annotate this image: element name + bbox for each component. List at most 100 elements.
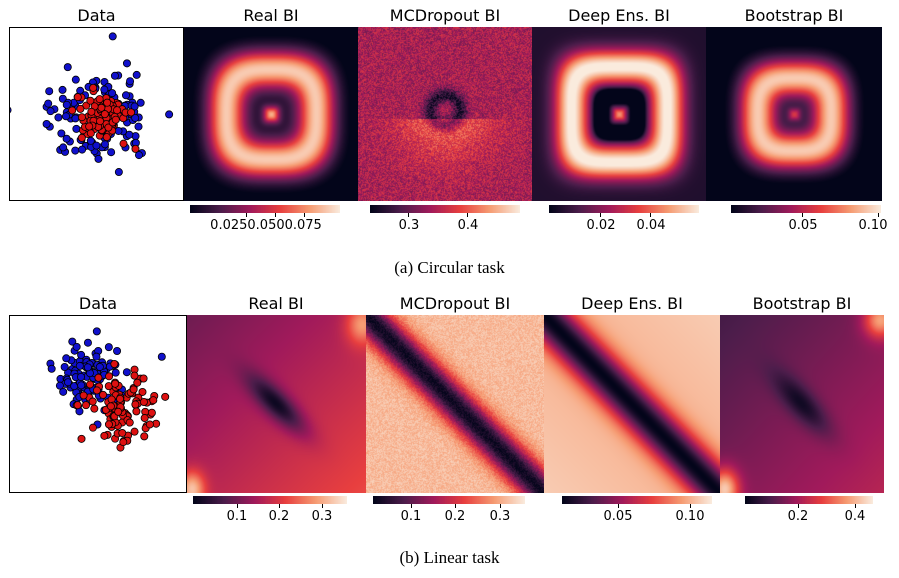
scatter-point bbox=[71, 114, 80, 123]
row-b-colorbar-real bbox=[193, 496, 347, 504]
scatter-point bbox=[92, 386, 101, 395]
scatter-point bbox=[62, 112, 71, 121]
row-b-scatter-plot bbox=[9, 315, 187, 493]
scatter-point bbox=[121, 91, 130, 100]
scatter-point bbox=[100, 140, 109, 149]
scatter-point bbox=[134, 151, 143, 160]
scatter-point bbox=[105, 372, 114, 381]
scatter-point bbox=[46, 107, 55, 116]
scatter-point bbox=[110, 360, 119, 369]
row-a-cbar-deepens-tick-1: 0.02 bbox=[586, 218, 616, 233]
scatter-point bbox=[62, 354, 71, 363]
row-b-cbar-real-tick-1: 0.1 bbox=[226, 509, 248, 524]
scatter-point bbox=[68, 106, 77, 115]
scatter-point bbox=[139, 397, 148, 406]
row-b-title-deepens: Deep Ens. BI bbox=[581, 294, 683, 313]
scatter-point bbox=[71, 146, 80, 155]
scatter-point bbox=[114, 407, 123, 416]
scatter-point bbox=[73, 401, 82, 410]
scatter-point bbox=[149, 396, 158, 405]
scatter-point bbox=[106, 402, 115, 411]
scatter-point bbox=[113, 346, 122, 355]
scatter-point bbox=[68, 337, 77, 346]
row-b-title-real: Real BI bbox=[248, 294, 304, 313]
scatter-point bbox=[116, 394, 125, 403]
scatter-point bbox=[131, 144, 140, 153]
scatter-point bbox=[59, 143, 68, 152]
scatter-point bbox=[77, 381, 86, 390]
scatter-point bbox=[58, 94, 67, 103]
scatter-point bbox=[86, 136, 95, 145]
scatter-point bbox=[62, 134, 71, 143]
scatter-point bbox=[96, 117, 105, 126]
scatter-point bbox=[107, 148, 116, 157]
scatter-point bbox=[133, 378, 142, 387]
scatter-point bbox=[90, 404, 99, 413]
scatter-point bbox=[83, 338, 92, 347]
row-b-colorbar-bootstrap bbox=[745, 496, 873, 504]
scatter-point bbox=[72, 342, 81, 351]
scatter-point bbox=[95, 95, 104, 104]
scatter-point bbox=[10, 106, 12, 114]
scatter-point bbox=[86, 129, 95, 138]
scatter-point bbox=[129, 385, 138, 394]
row-b-title-mcdropout: MCDropout BI bbox=[399, 294, 511, 313]
scatter-point bbox=[62, 100, 71, 109]
scatter-point bbox=[85, 122, 94, 131]
row-b-cbar-mcdropout-tick-1: 0.1 bbox=[400, 509, 422, 524]
row-a-title-mcdropout: MCDropout BI bbox=[389, 6, 501, 25]
scatter-point bbox=[86, 96, 95, 105]
scatter-point bbox=[63, 63, 72, 72]
scatter-point bbox=[54, 113, 63, 122]
scatter-point bbox=[130, 102, 139, 111]
row-a-cbar-bootstrap-tick-2: 0.10 bbox=[858, 218, 888, 233]
scatter-point bbox=[95, 362, 104, 371]
row-b-cbar-bootstrap-tick-2: 0.4 bbox=[844, 509, 866, 524]
scatter-point bbox=[87, 107, 96, 116]
scatter-point bbox=[72, 124, 81, 133]
scatter-point bbox=[92, 352, 101, 361]
scatter-point bbox=[57, 129, 66, 138]
row-a-heatmap-real bbox=[184, 27, 358, 201]
row-a-title-bootstrap: Bootstrap BI bbox=[744, 6, 844, 25]
scatter-point bbox=[71, 75, 80, 84]
scatter-point bbox=[45, 87, 54, 96]
scatter-point bbox=[111, 368, 120, 377]
scatter-point bbox=[145, 420, 154, 429]
scatter-point bbox=[99, 390, 108, 399]
scatter-point bbox=[147, 408, 156, 417]
row-b-cbar-deepens-tick-2: 0.10 bbox=[675, 509, 705, 524]
scatter-point bbox=[119, 438, 128, 447]
scatter-point bbox=[114, 168, 123, 177]
scatter-point bbox=[64, 378, 73, 387]
scatter-point bbox=[108, 89, 117, 98]
scatter-point bbox=[92, 327, 101, 336]
scatter-point bbox=[60, 362, 69, 371]
scatter-point bbox=[77, 372, 86, 381]
row-a-colorbar-real bbox=[190, 205, 340, 213]
scatter-point bbox=[89, 83, 98, 92]
scatter-point bbox=[75, 361, 84, 370]
row-a-cbar-deepens-tick-2: 0.04 bbox=[636, 218, 666, 233]
row-a-cbar-mcdropout-tick-1: 0.3 bbox=[398, 218, 420, 233]
scatter-point bbox=[55, 381, 64, 390]
scatter-point bbox=[126, 77, 135, 86]
row-a-title-data: Data bbox=[77, 6, 116, 25]
scatter-point bbox=[104, 343, 113, 352]
scatter-point bbox=[100, 431, 109, 440]
scatter-point bbox=[131, 400, 140, 409]
row-a-scatter-plot bbox=[9, 27, 184, 201]
scatter-point bbox=[92, 141, 101, 150]
scatter-point bbox=[161, 392, 170, 401]
scatter-point bbox=[94, 154, 103, 163]
row-a-colorbar-deepens bbox=[549, 205, 699, 213]
row-b-cbar-bootstrap-tick-1: 0.2 bbox=[787, 509, 809, 524]
scatter-point bbox=[113, 106, 122, 115]
scatter-point bbox=[134, 122, 143, 131]
scatter-point bbox=[110, 71, 119, 80]
scatter-point bbox=[139, 374, 148, 383]
scatter-point bbox=[47, 364, 56, 373]
scatter-point bbox=[102, 133, 111, 142]
row-a-cbar-real-ticklabels: 0.0250.0500.075 bbox=[210, 218, 322, 233]
scatter-point bbox=[44, 99, 53, 108]
